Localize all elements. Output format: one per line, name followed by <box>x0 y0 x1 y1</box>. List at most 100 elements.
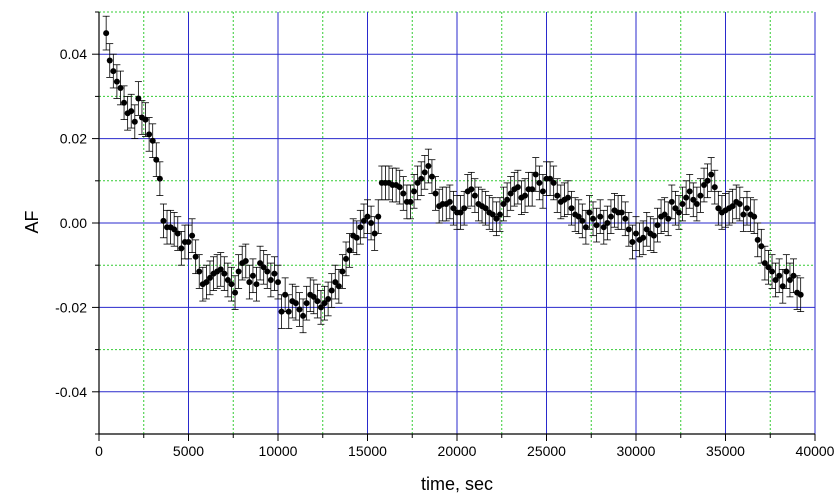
data-point <box>206 274 213 281</box>
data-point <box>113 78 120 85</box>
data-point <box>131 118 138 125</box>
data-point <box>643 226 650 233</box>
data-point <box>428 173 435 180</box>
y-tick-label: 0.02 <box>60 131 87 147</box>
data-point <box>564 194 571 201</box>
data-point <box>640 234 647 241</box>
x-tick-label: 25000 <box>527 443 566 459</box>
data-point <box>743 205 750 212</box>
data-point <box>414 179 421 186</box>
data-point <box>790 272 797 279</box>
data-point <box>135 95 142 102</box>
data-point <box>751 213 758 220</box>
data-point <box>504 196 511 203</box>
data-point <box>221 270 228 277</box>
data-point <box>668 198 675 205</box>
data-point <box>246 279 253 286</box>
data-point <box>740 211 747 218</box>
data-point <box>203 279 210 286</box>
data-point <box>257 260 264 267</box>
data-point <box>360 217 367 224</box>
data-point <box>529 186 536 193</box>
data-point <box>425 163 432 170</box>
data-point <box>110 68 117 75</box>
x-tick-label: 0 <box>95 443 103 459</box>
data-point <box>275 279 281 286</box>
data-point <box>121 99 128 106</box>
data-point <box>396 184 403 191</box>
x-tick-label: 35000 <box>706 443 745 459</box>
data-point <box>117 84 124 91</box>
major-grid <box>99 12 816 434</box>
data-point <box>285 308 292 315</box>
data-point <box>536 179 543 186</box>
data-point <box>185 238 192 245</box>
data-point <box>106 57 113 64</box>
data-point <box>153 156 160 163</box>
data-point <box>407 198 414 205</box>
data-point <box>575 213 582 220</box>
data-point <box>500 201 507 208</box>
data-point <box>371 230 378 237</box>
data-point <box>278 308 285 315</box>
data-points <box>103 30 804 319</box>
data-point <box>579 217 586 224</box>
data-point <box>242 257 249 264</box>
data-point <box>421 169 428 176</box>
data-point <box>346 247 353 254</box>
data-point <box>461 205 468 212</box>
data-point <box>672 205 679 212</box>
data-point <box>550 179 557 186</box>
data-point <box>779 283 786 290</box>
data-point <box>303 300 310 307</box>
data-point <box>321 300 328 307</box>
data-point <box>267 276 274 283</box>
data-point <box>493 215 500 222</box>
y-tick-label: 0.00 <box>60 215 87 231</box>
data-point <box>260 264 267 271</box>
data-point <box>192 253 199 260</box>
data-point <box>701 182 708 189</box>
data-point <box>296 306 303 313</box>
data-point <box>776 272 783 279</box>
data-point <box>149 137 156 144</box>
data-point <box>661 211 668 218</box>
data-point <box>675 209 682 216</box>
data-point <box>625 226 632 233</box>
data-point <box>325 295 332 302</box>
data-point <box>754 236 761 243</box>
y-tick-label: 0.04 <box>60 46 87 62</box>
data-point <box>196 268 203 275</box>
x-tick-label: 5000 <box>173 443 204 459</box>
data-point <box>156 175 163 182</box>
data-point <box>489 211 496 218</box>
y-tick-label: -0.02 <box>55 299 87 315</box>
data-point <box>171 226 178 233</box>
data-point <box>539 188 546 195</box>
x-tick-label: 15000 <box>348 443 387 459</box>
x-tick-label: 10000 <box>259 443 298 459</box>
data-point <box>235 268 242 275</box>
data-point <box>769 268 776 275</box>
data-point <box>249 272 256 279</box>
data-point <box>103 30 110 37</box>
data-point <box>189 232 196 239</box>
data-point <box>339 268 346 275</box>
data-point <box>217 266 224 273</box>
data-point <box>679 201 686 208</box>
data-point <box>253 281 260 288</box>
data-point <box>690 196 697 203</box>
data-point <box>783 268 790 275</box>
data-point <box>314 298 321 305</box>
data-point <box>618 209 625 216</box>
data-point <box>160 217 167 224</box>
data-point <box>597 213 604 220</box>
data-point <box>765 264 772 271</box>
data-point <box>547 175 554 182</box>
data-point <box>292 300 299 307</box>
data-point <box>300 312 307 319</box>
data-point <box>507 190 514 197</box>
data-point <box>232 289 239 296</box>
data-point <box>128 108 135 115</box>
